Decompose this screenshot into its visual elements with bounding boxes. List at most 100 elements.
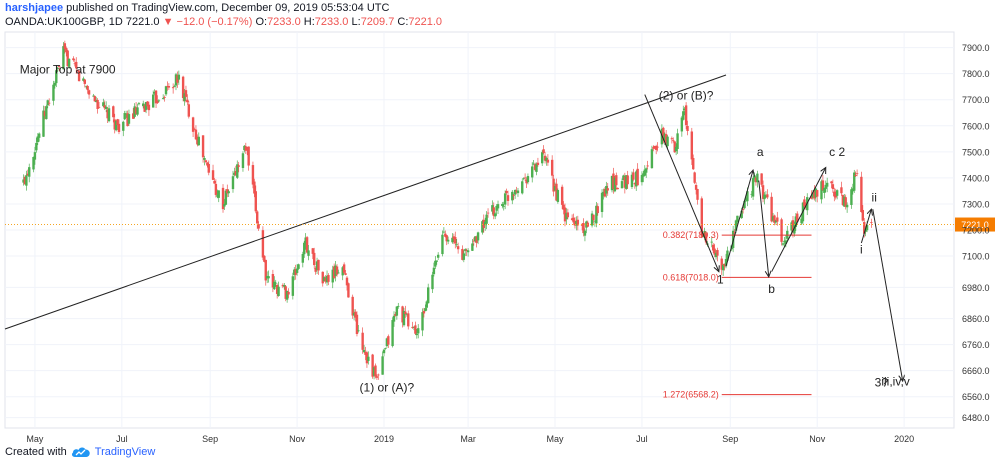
candle-body bbox=[87, 90, 91, 95]
candle-body bbox=[164, 86, 168, 95]
candle-body bbox=[845, 204, 849, 208]
candle-body bbox=[482, 219, 485, 228]
candle-body bbox=[112, 106, 115, 118]
candle-body bbox=[247, 146, 250, 166]
candle-body bbox=[294, 269, 297, 275]
candle-body bbox=[861, 209, 865, 221]
candle-body bbox=[436, 254, 440, 258]
candle-body bbox=[622, 175, 625, 181]
candle-body bbox=[565, 213, 568, 220]
x-tick-label: Nov bbox=[809, 434, 826, 444]
candle-body bbox=[223, 203, 226, 207]
candle-body bbox=[824, 184, 827, 189]
candle-body bbox=[174, 74, 178, 86]
candle-body bbox=[472, 240, 476, 242]
candle-body bbox=[251, 165, 255, 185]
time-axis[interactable]: May Jul Sep Nov 2019 Mar May Jul Sep Nov 2020 bbox=[26, 434, 914, 444]
author-name[interactable]: harshjapee bbox=[5, 2, 64, 14]
candle-body bbox=[860, 176, 863, 213]
candle-body bbox=[546, 159, 550, 163]
candle-body bbox=[432, 267, 436, 275]
candle-body bbox=[783, 240, 786, 242]
candle-body bbox=[53, 82, 57, 86]
candle-body bbox=[870, 222, 873, 224]
candle-body bbox=[503, 193, 507, 205]
candle-body bbox=[183, 93, 186, 102]
candle-body bbox=[625, 175, 628, 189]
candle-body bbox=[92, 95, 95, 97]
candle-body bbox=[844, 197, 847, 207]
candle-body bbox=[474, 236, 477, 242]
candle-body bbox=[486, 212, 490, 214]
candle-body bbox=[414, 325, 417, 334]
candle-body bbox=[76, 70, 79, 72]
candle-body bbox=[374, 365, 377, 377]
candle-body bbox=[377, 374, 380, 376]
publish-info: published on TradingView.com, December 0… bbox=[66, 2, 390, 14]
candle-body bbox=[670, 138, 674, 140]
candle-body bbox=[283, 285, 286, 287]
x-tick-label: Jul bbox=[116, 434, 128, 444]
candle-body bbox=[800, 218, 803, 224]
x-tick-label: May bbox=[547, 434, 565, 444]
candle-body bbox=[347, 283, 350, 298]
candle-body bbox=[124, 113, 128, 115]
candle-body bbox=[656, 146, 659, 148]
tradingview-brand[interactable]: TradingView bbox=[94, 446, 156, 458]
candle-body bbox=[813, 190, 816, 199]
candle-body bbox=[560, 186, 564, 205]
candle-body bbox=[753, 175, 756, 179]
price-axis[interactable]: 6480.0 6560.0 6660.0 6760.0 6860.0 6980.0 7100… bbox=[962, 43, 990, 423]
candle-body bbox=[566, 212, 570, 218]
wave-arrow bbox=[758, 180, 769, 277]
candle-body bbox=[253, 181, 256, 194]
high-value: 7233.0 bbox=[314, 16, 349, 28]
candle-body bbox=[464, 249, 467, 251]
candle-body bbox=[583, 230, 587, 236]
candle-body bbox=[811, 192, 815, 198]
candle-body bbox=[511, 191, 514, 201]
candle-body bbox=[382, 349, 386, 354]
candle-body bbox=[25, 175, 28, 186]
candle-body bbox=[673, 141, 676, 153]
candle-body bbox=[194, 129, 198, 140]
candle-body bbox=[372, 367, 376, 376]
candle-body bbox=[196, 136, 199, 145]
candle-body bbox=[82, 78, 85, 81]
candle-body bbox=[304, 237, 307, 245]
candle-body bbox=[694, 184, 698, 190]
candle-body bbox=[540, 152, 544, 164]
candle-body bbox=[277, 286, 280, 297]
candle-body bbox=[711, 244, 715, 251]
candle-body bbox=[207, 163, 210, 173]
candle-body bbox=[451, 237, 454, 243]
candle-body bbox=[201, 135, 205, 158]
candle-body bbox=[106, 109, 109, 119]
wave-arrow bbox=[771, 167, 826, 272]
candle-body bbox=[415, 333, 419, 336]
candle-body bbox=[57, 65, 61, 67]
y-tick-label: 7300.0 bbox=[962, 199, 990, 209]
candle-body bbox=[851, 188, 855, 192]
candle-body bbox=[612, 173, 615, 189]
candle-body bbox=[391, 320, 394, 347]
candle-body bbox=[841, 195, 845, 205]
candle-body bbox=[674, 146, 678, 152]
y-tick-label: 7900.0 bbox=[962, 43, 990, 53]
candle-body bbox=[620, 181, 624, 189]
candle-body bbox=[265, 275, 269, 279]
candle-body bbox=[203, 157, 206, 160]
candle-body bbox=[603, 188, 607, 197]
candle-body bbox=[187, 104, 191, 117]
candle-body bbox=[327, 275, 330, 282]
candle-body bbox=[570, 218, 574, 221]
candle-body bbox=[204, 160, 208, 163]
candle-body bbox=[626, 175, 629, 185]
candle-body bbox=[590, 213, 594, 226]
candle-body bbox=[853, 172, 856, 191]
candle-body bbox=[297, 264, 300, 269]
candle-body bbox=[96, 99, 99, 109]
candle-body bbox=[740, 210, 743, 219]
candle-body bbox=[850, 189, 853, 205]
